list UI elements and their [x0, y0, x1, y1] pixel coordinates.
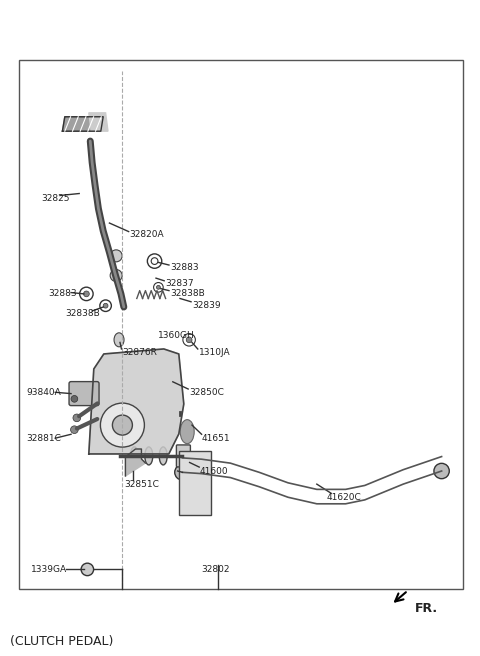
Ellipse shape: [159, 447, 167, 465]
Text: 32838B: 32838B: [170, 289, 205, 298]
Circle shape: [110, 270, 122, 281]
Polygon shape: [89, 113, 108, 131]
Text: 1310JA: 1310JA: [199, 348, 231, 358]
Ellipse shape: [114, 333, 124, 347]
Circle shape: [81, 563, 94, 576]
Text: 32825: 32825: [41, 194, 69, 203]
Text: 32802: 32802: [202, 565, 230, 574]
Text: (CLUTCH PEDAL): (CLUTCH PEDAL): [10, 635, 113, 648]
Bar: [19, 60, 463, 589]
Polygon shape: [62, 117, 103, 131]
Ellipse shape: [145, 447, 153, 465]
Circle shape: [84, 291, 89, 297]
Text: 32883: 32883: [48, 289, 77, 298]
Text: 32837: 32837: [166, 279, 194, 288]
Text: 32876R: 32876R: [122, 348, 157, 358]
Text: 41600: 41600: [199, 466, 228, 476]
Text: 32838B: 32838B: [65, 309, 99, 318]
Circle shape: [100, 403, 144, 447]
Polygon shape: [125, 449, 145, 476]
Text: 1339GA: 1339GA: [31, 565, 67, 574]
Text: 1360GH: 1360GH: [158, 331, 195, 340]
Text: 32851C: 32851C: [124, 480, 159, 489]
Ellipse shape: [131, 447, 138, 465]
Circle shape: [156, 285, 160, 289]
Circle shape: [73, 414, 81, 422]
Circle shape: [186, 337, 192, 342]
Polygon shape: [89, 349, 184, 454]
Text: FR.: FR.: [415, 602, 438, 615]
Text: 32881C: 32881C: [26, 434, 61, 443]
Circle shape: [112, 415, 132, 435]
Circle shape: [110, 250, 122, 262]
Text: 93840A: 93840A: [26, 388, 61, 397]
Circle shape: [175, 464, 190, 480]
Circle shape: [434, 463, 449, 479]
Text: 41651: 41651: [202, 434, 230, 443]
FancyBboxPatch shape: [69, 382, 99, 405]
Text: 32839: 32839: [192, 300, 221, 310]
Circle shape: [103, 303, 108, 308]
Text: 32883: 32883: [170, 263, 199, 272]
Circle shape: [71, 396, 78, 402]
Text: 41620C: 41620C: [326, 493, 361, 502]
Ellipse shape: [180, 420, 194, 443]
Circle shape: [71, 426, 78, 434]
Text: 32850C: 32850C: [190, 388, 225, 397]
FancyBboxPatch shape: [179, 451, 211, 515]
FancyBboxPatch shape: [177, 445, 191, 467]
Text: 32820A: 32820A: [130, 230, 164, 239]
Circle shape: [151, 258, 158, 264]
